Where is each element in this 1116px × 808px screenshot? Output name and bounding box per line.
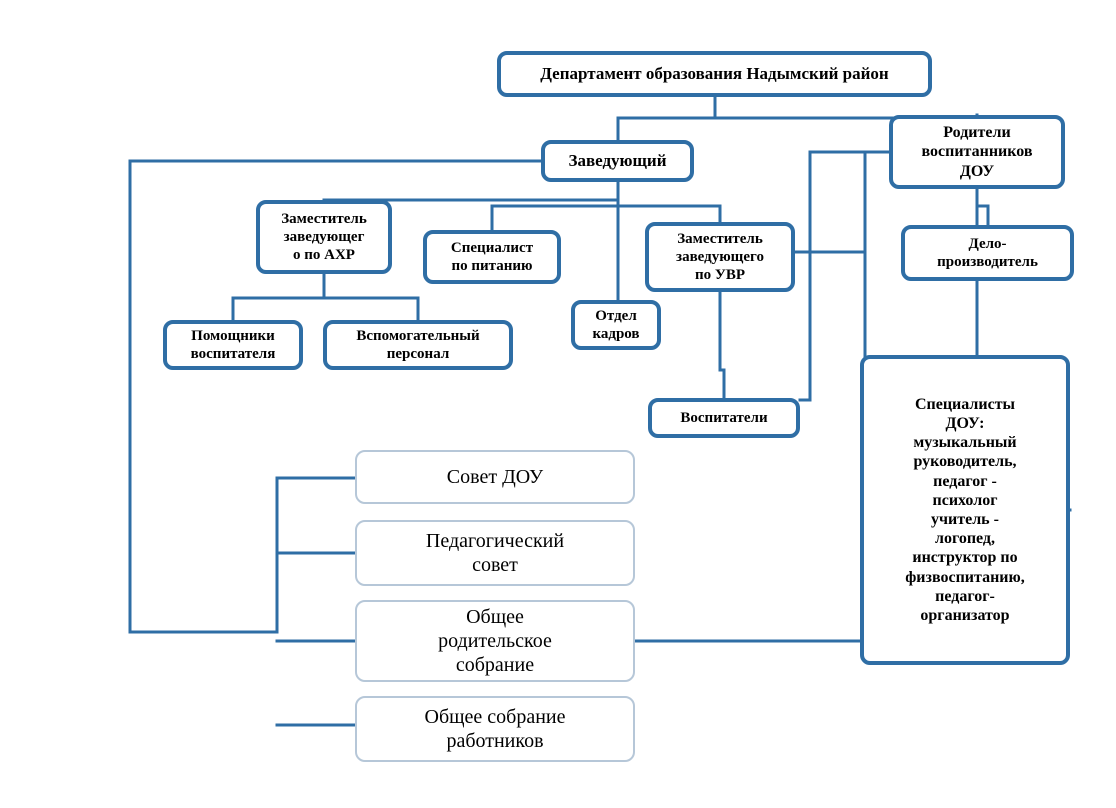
node-deputy_axr-label: Заместитель заведующег о по АХР	[281, 210, 367, 264]
edge-3	[492, 182, 618, 230]
edge-7	[233, 274, 324, 320]
edge-8	[324, 274, 418, 320]
node-specialists: Специалисты ДОУ: музыкальный руководител…	[860, 355, 1070, 665]
node-teachers-label: Воспитатели	[680, 409, 767, 427]
node-aux_staff-label: Вспомогательный персонал	[356, 327, 479, 363]
node-director: Заведующий	[541, 140, 694, 182]
edge-5	[618, 182, 720, 222]
node-deputy_uvr: Заместитель заведующего по УВР	[645, 222, 795, 292]
node-assistants-label: Помощники воспитателя	[191, 327, 276, 363]
org-chart-canvas: Департамент образования Надымский район З…	[0, 0, 1116, 808]
node-teachers: Воспитатели	[648, 398, 800, 438]
node-nutrition: Специалист по питанию	[423, 230, 561, 284]
node-pedcouncil: Педагогический совет	[355, 520, 635, 586]
node-deputy_axr: Заместитель заведующег о по АХР	[256, 200, 392, 274]
node-aux_staff: Вспомогательный персонал	[323, 320, 513, 370]
node-pedcouncil-label: Педагогический совет	[426, 529, 564, 577]
node-parents: Родители воспитанников ДОУ	[889, 115, 1065, 189]
node-specialists-label: Специалисты ДОУ: музыкальный руководител…	[905, 395, 1025, 625]
node-staff_mtg: Общее собрание работников	[355, 696, 635, 762]
node-parents-label: Родители воспитанников ДОУ	[921, 123, 1032, 181]
node-council-label: Совет ДОУ	[447, 465, 543, 489]
node-nutrition-label: Специалист по питанию	[451, 239, 533, 275]
edge-2	[324, 182, 618, 200]
node-clerk: Дело- производитель	[901, 225, 1074, 281]
node-assistants: Помощники воспитателя	[163, 320, 303, 370]
node-hr-label: Отдел кадров	[592, 307, 639, 343]
node-deputy_uvr-label: Заместитель заведующего по УВР	[676, 230, 764, 284]
node-council: Совет ДОУ	[355, 450, 635, 504]
node-parent_mtg-label: Общее родительское собрание	[438, 605, 552, 677]
node-clerk-label: Дело- производитель	[937, 235, 1038, 271]
node-staff_mtg-label: Общее собрание работников	[425, 705, 566, 753]
node-parent_mtg: Общее родительское собрание	[355, 600, 635, 682]
edge-9	[720, 292, 724, 398]
edge-6	[977, 189, 988, 225]
node-director-label: Заведующий	[568, 151, 666, 171]
node-dept-label: Департамент образования Надымский район	[540, 64, 888, 84]
edge-0	[618, 97, 715, 140]
node-dept: Департамент образования Надымский район	[497, 51, 932, 97]
node-hr: Отдел кадров	[571, 300, 661, 350]
